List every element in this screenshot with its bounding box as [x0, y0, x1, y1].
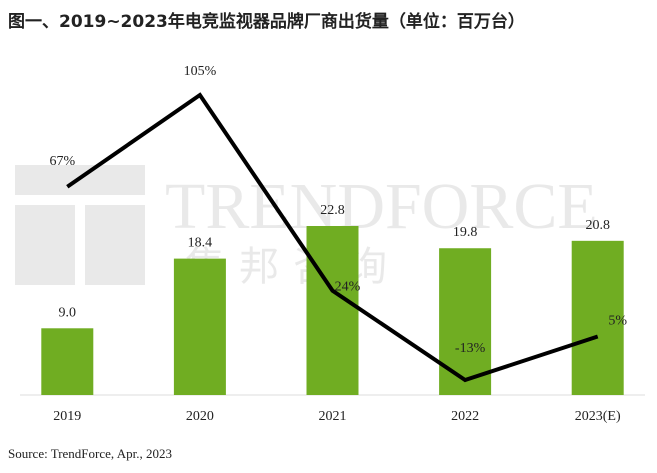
chart-title: 图一、2019~2023年电竞监视器品牌厂商出货量（单位：百万台） [8, 11, 525, 32]
watermark-logo [85, 205, 145, 285]
line-label: 67% [49, 154, 75, 169]
watermark-logo [15, 205, 75, 285]
source: Source: TrendForce, Apr., 2023 [8, 446, 172, 461]
x-tick-label: 2023(E) [575, 409, 621, 424]
x-tick-label: 2019 [53, 409, 81, 424]
bar [173, 258, 226, 395]
bar-label: 19.8 [453, 225, 478, 240]
bar-label: 9.0 [59, 305, 77, 320]
line-label: 5% [608, 314, 627, 329]
bar-label: 20.8 [585, 218, 610, 233]
x-tick-label: 2020 [186, 409, 214, 424]
x-tick-label: 2022 [451, 409, 479, 424]
line [66, 92, 599, 383]
line-label: 105% [184, 64, 217, 79]
line-label: 24% [335, 280, 361, 295]
watermark-text: TRENDFORCE [165, 170, 598, 243]
bar-label: 18.4 [188, 236, 213, 251]
bar [306, 226, 359, 395]
line-label: -13% [455, 341, 486, 356]
x-tick-label: 2021 [319, 409, 347, 424]
bar [571, 240, 624, 395]
bar-label: 22.8 [320, 203, 345, 218]
bar [41, 328, 94, 395]
